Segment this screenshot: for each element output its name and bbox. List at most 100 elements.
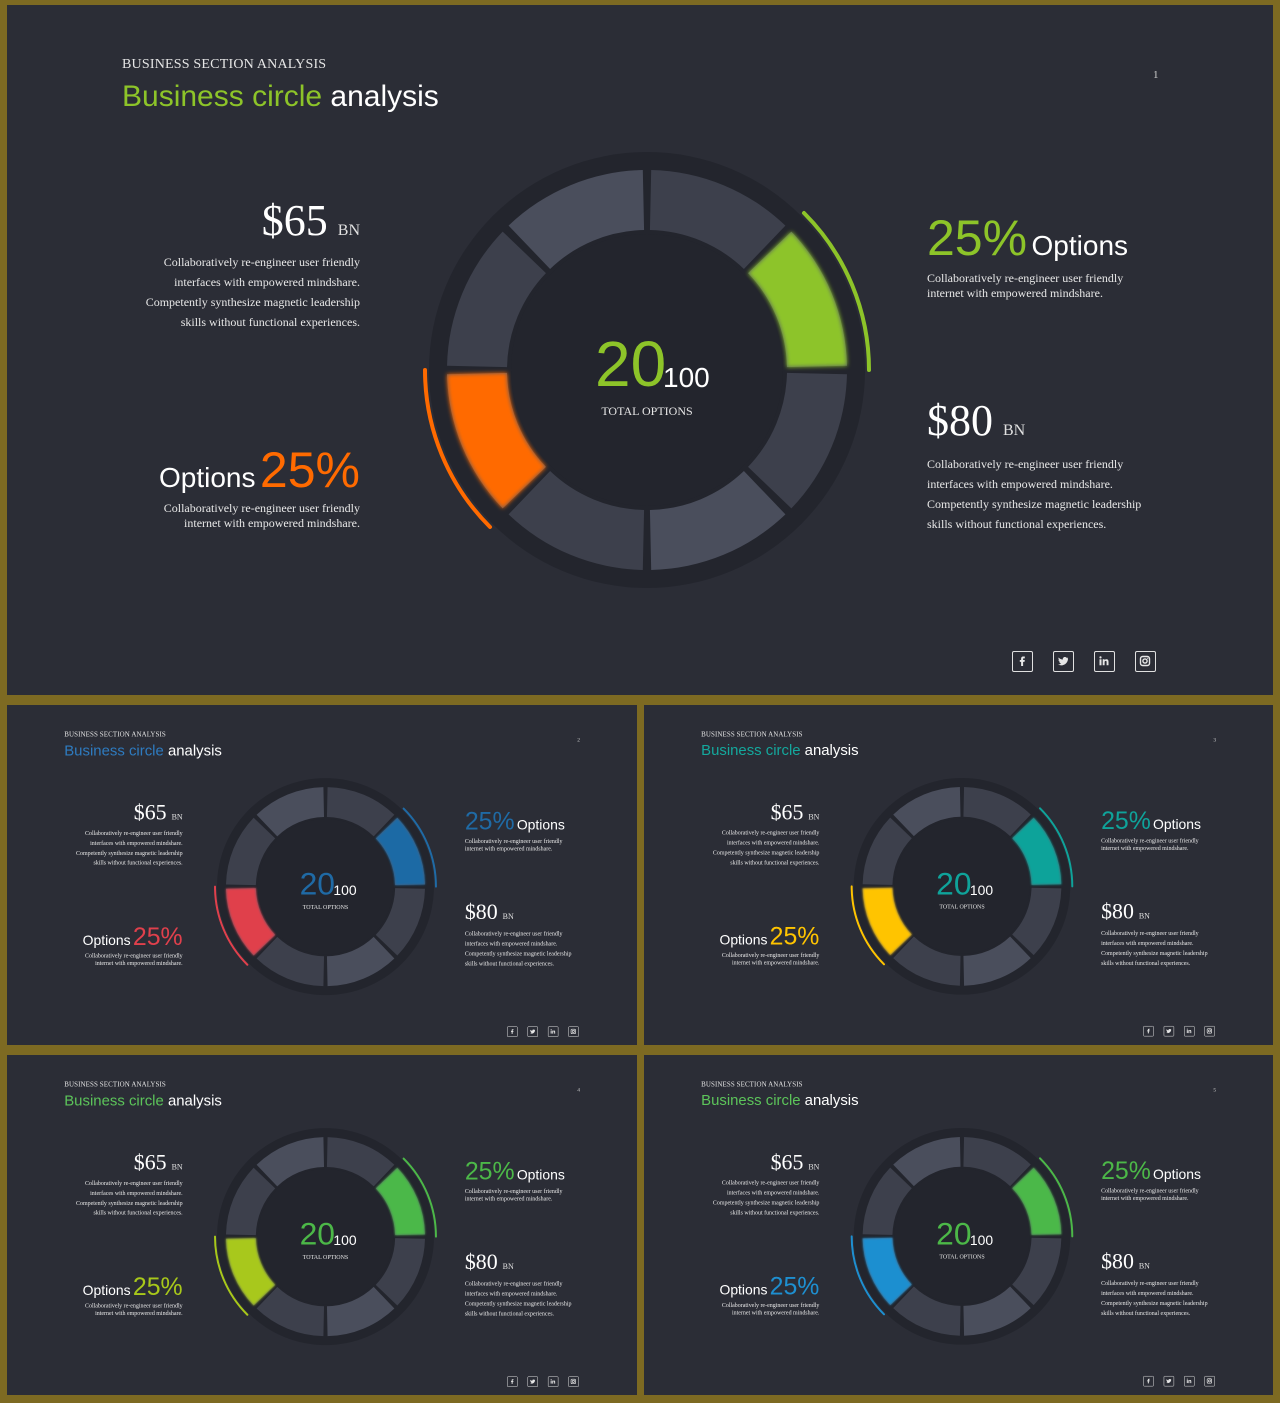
donut-segment-bottom-left (256, 936, 325, 987)
pct-left-value: Options 25% (719, 922, 820, 950)
donut-segment-highlight-left (862, 887, 912, 956)
donut-segment-highlight-left (862, 1237, 912, 1306)
facebook-button[interactable] (1012, 651, 1033, 672)
slide-title: Business circle analysis (701, 742, 858, 759)
twitter-button[interactable] (1163, 1375, 1175, 1387)
slide-content: BUSINESS SECTION ANALYSIS Business circl… (7, 705, 637, 1045)
instagram-icon (1139, 655, 1151, 667)
description-line: Collaboratively re-engineer user friendl… (84, 829, 183, 837)
instagram-button[interactable] (1135, 651, 1156, 672)
slide-2: BUSINESS SECTION ANALYSIS Business circl… (7, 705, 637, 1045)
twitter-button[interactable] (1053, 651, 1074, 672)
accent-arc-top (801, 211, 871, 372)
instagram-icon (570, 1028, 576, 1035)
slide-title: Business circle analysis (64, 1092, 222, 1109)
donut-segment-right-lower (1012, 1237, 1062, 1306)
twitter-icon (1166, 1028, 1172, 1034)
description-line: Collaboratively re-engineer user friendl… (464, 929, 563, 937)
donut-segment-left-upper (862, 1167, 912, 1235)
donut-segment-highlight-top (375, 817, 425, 886)
title-rest: analysis (800, 742, 859, 759)
money-left-description: Collaboratively re-engineer user friendl… (713, 828, 819, 868)
linkedin-button[interactable] (547, 1376, 559, 1387)
instagram-button[interactable] (1204, 1025, 1215, 1037)
linkedin-button[interactable] (1094, 651, 1115, 672)
accent-arc-top (1038, 807, 1074, 888)
title-accent: Business circle (122, 80, 323, 113)
pct-right-value: 25% Options (927, 210, 1129, 266)
donut-segment-top-left (893, 1136, 961, 1187)
twitter-button[interactable] (1163, 1025, 1175, 1037)
facebook-icon (1147, 1028, 1150, 1034)
facebook-button[interactable] (507, 1026, 518, 1037)
pct-right-value: 25% Options (1101, 1156, 1201, 1185)
linkedin-icon (1099, 656, 1109, 666)
description-line: skills without functional experiences. (93, 859, 183, 867)
description-line: Collaboratively re-engineer user friendl… (84, 951, 183, 959)
description-line: interfaces with empowered mindshare. (727, 1189, 820, 1197)
instagram-button[interactable] (568, 1026, 579, 1037)
stat-pct-right: 25% Options Collaboratively re-engineer … (1101, 806, 1201, 852)
donut-segment-left-upper (225, 1167, 276, 1236)
facebook-icon (1019, 656, 1025, 666)
description-line: internet with empowered mindshare. (927, 286, 1103, 300)
slide-kicker: BUSINESS SECTION ANALYSIS (64, 730, 166, 739)
instagram-button[interactable] (568, 1376, 579, 1387)
description-line: Competently synthesize magnetic leadersh… (464, 1299, 572, 1307)
donut-segment-top-left (893, 786, 961, 837)
center-total: 100 (970, 882, 993, 898)
description-line: Competently synthesize magnetic leadersh… (712, 849, 820, 857)
facebook-button[interactable] (1143, 1025, 1154, 1037)
description-line: internet with empowered mindshare. (95, 959, 183, 967)
pct-right-description: Collaboratively re-engineer user friendl… (465, 837, 565, 852)
pct-left-description: Collaboratively re-engineer user friendl… (83, 952, 183, 967)
linkedin-button[interactable] (1184, 1025, 1195, 1037)
description-line: interfaces with empowered mindshare. (727, 839, 820, 847)
linkedin-button[interactable] (1184, 1375, 1195, 1387)
twitter-icon (530, 1029, 535, 1034)
facebook-button[interactable] (1143, 1375, 1154, 1387)
description-line: internet with empowered mindshare. (1101, 844, 1189, 852)
description-line: Competently synthesize magnetic leadersh… (145, 295, 360, 309)
donut-segment-bottom-right (326, 1286, 395, 1337)
donut-segment-highlight-top (375, 1167, 425, 1236)
description-line: internet with empowered mindshare. (731, 1308, 820, 1316)
description-line: Collaboratively re-engineer user friendl… (1101, 1187, 1199, 1195)
money-left-value: $65 BN (770, 1149, 820, 1175)
twitter-button[interactable] (527, 1376, 538, 1387)
center-total: 100 (970, 1232, 993, 1248)
description-line: skills without functional experiences. (730, 1209, 820, 1216)
pct-right-description: Collaboratively re-engineer user friendl… (1101, 837, 1201, 852)
donut-segment-top-left (256, 787, 325, 837)
description-line: Collaboratively re-engineer user friendl… (721, 829, 820, 837)
linkedin-button[interactable] (547, 1026, 559, 1037)
description-line: skills without functional experiences. (1101, 1309, 1191, 1317)
slide-content: BUSINESS SECTION ANALYSIS Business circl… (7, 5, 1273, 695)
center-total: 100 (663, 362, 710, 393)
center-label: TOTAL OPTIONS (601, 404, 692, 418)
twitter-button[interactable] (527, 1026, 538, 1037)
description-line: Competently synthesize magnetic leadersh… (712, 1199, 820, 1207)
center-value: 20 (936, 1215, 971, 1251)
center-value: 20 (300, 1216, 335, 1252)
donut-segment-bottom-left (893, 936, 961, 986)
slide-kicker: BUSINESS SECTION ANALYSIS (701, 1080, 803, 1089)
donut-segment-top-right (326, 787, 395, 837)
instagram-button[interactable] (1204, 1375, 1215, 1387)
description-line: Collaboratively re-engineer user friendl… (1101, 837, 1199, 845)
donut-segment-bottom-right (649, 471, 786, 570)
facebook-button[interactable] (507, 1376, 518, 1387)
pct-left-value: Options 25% (719, 1272, 820, 1300)
title-rest: analysis (322, 80, 439, 113)
accent-arc-top (1038, 1157, 1074, 1238)
stat-pct-left: Options 25% Collaboratively re-engineer … (83, 922, 183, 967)
accent-arc-left (850, 1235, 885, 1316)
donut-segment-right-lower (1012, 887, 1062, 956)
donut-segment-highlight-top (1012, 817, 1062, 885)
pct-left-description: Collaboratively re-engineer user friendl… (720, 1301, 820, 1316)
description-line: Competently synthesize magnetic leadersh… (1101, 949, 1208, 957)
stat-money-right: $80 BN Collaboratively re-engineer user f… (465, 1249, 572, 1318)
